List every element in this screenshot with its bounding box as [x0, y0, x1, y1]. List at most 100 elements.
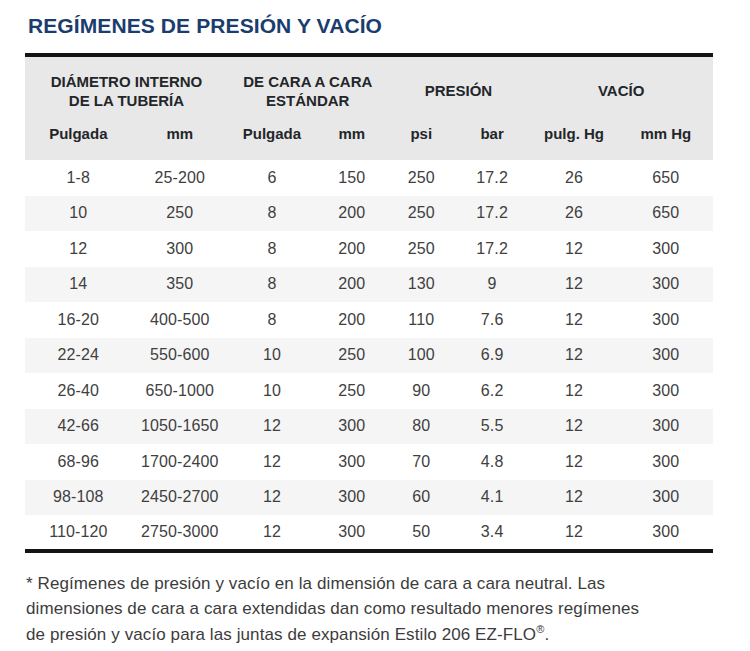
- table-cell: 12: [25, 231, 132, 267]
- table-cell: 8: [228, 231, 316, 267]
- table-cell: 12: [529, 409, 618, 445]
- table-cell: 70: [388, 444, 455, 480]
- column-header-psi: psi: [388, 116, 455, 160]
- table-cell: 400-500: [132, 302, 228, 338]
- group-header-vacio: VACÍO: [529, 55, 713, 116]
- table-row: 26-40650-100010250906.212300: [25, 373, 713, 409]
- table-cell: 12: [529, 338, 618, 374]
- table-cell: 200: [316, 196, 388, 232]
- table-cell: 250: [388, 231, 455, 267]
- column-header-row: Pulgada mm Pulgada mm psi bar pulg. Hg m…: [25, 116, 713, 160]
- table-cell: 300: [619, 444, 713, 480]
- table-row: 22-24550-600102501006.912300: [25, 338, 713, 374]
- table-cell: 100: [388, 338, 455, 374]
- table-cell: 2750-3000: [132, 515, 228, 551]
- table-cell: 650-1000: [132, 373, 228, 409]
- group-header-line: VACÍO: [529, 81, 713, 100]
- table-cell: 8: [228, 302, 316, 338]
- table-header: DIÁMETRO INTERNO DE LA TUBERÍA DE CARA A…: [25, 55, 713, 160]
- table-cell: 10: [228, 373, 316, 409]
- column-header-mm-tuberia: mm: [132, 116, 228, 160]
- footnote: * Regímenes de presión y vacío en la dim…: [26, 571, 713, 648]
- table-cell: 12: [228, 444, 316, 480]
- table-cell: 300: [132, 231, 228, 267]
- table-cell: 42-66: [25, 409, 132, 445]
- table-cell: 300: [619, 231, 713, 267]
- table-cell: 1050-1650: [132, 409, 228, 445]
- table-cell: 250: [316, 338, 388, 374]
- group-header-line: PRESIÓN: [388, 81, 530, 100]
- table-cell: 200: [316, 231, 388, 267]
- table-cell: 9: [455, 267, 529, 303]
- table-cell: 60: [388, 480, 455, 516]
- table-cell: 8: [228, 196, 316, 232]
- table-cell: 10: [228, 338, 316, 374]
- table-cell: 6.2: [455, 373, 529, 409]
- table-cell: 350: [132, 267, 228, 303]
- column-header-pulgada-cara: Pulgada: [228, 116, 316, 160]
- table-cell: 300: [619, 409, 713, 445]
- table-cell: 12: [228, 480, 316, 516]
- table-row: 98-1082450-270012300604.112300: [25, 480, 713, 516]
- table-cell: 550-600: [132, 338, 228, 374]
- table-row: 143508200130912300: [25, 267, 713, 303]
- table-cell: 300: [316, 515, 388, 551]
- table-cell: 16-20: [25, 302, 132, 338]
- table-body: 1-825-200615025017.22665010250820025017.…: [25, 160, 713, 551]
- table-cell: 8: [228, 267, 316, 303]
- table-cell: 200: [316, 267, 388, 303]
- table-cell: 90: [388, 373, 455, 409]
- footnote-line-3-end: .: [544, 625, 549, 644]
- group-header-line: ESTÁNDAR: [228, 91, 388, 110]
- table-cell: 150: [316, 160, 388, 196]
- page: REGÍMENES DE PRESIÓN Y VACÍO DIÁMETRO IN…: [0, 0, 750, 647]
- table-cell: 130: [388, 267, 455, 303]
- table-cell: 110: [388, 302, 455, 338]
- table-cell: 3.4: [455, 515, 529, 551]
- table-cell: 300: [619, 338, 713, 374]
- table-cell: 300: [619, 515, 713, 551]
- table-cell: 80: [388, 409, 455, 445]
- table-cell: 10: [25, 196, 132, 232]
- table-cell: 7.6: [455, 302, 529, 338]
- group-header-diametro-interno: DIÁMETRO INTERNO DE LA TUBERÍA: [25, 55, 228, 116]
- table-cell: 14: [25, 267, 132, 303]
- group-header-line: DIÁMETRO INTERNO: [25, 72, 228, 91]
- group-header-line: DE LA TUBERÍA: [25, 91, 228, 110]
- table-cell: 12: [228, 409, 316, 445]
- pressure-vacuum-table: DIÁMETRO INTERNO DE LA TUBERÍA DE CARA A…: [25, 53, 713, 553]
- table-row: 68-961700-240012300704.812300: [25, 444, 713, 480]
- table-cell: 17.2: [455, 196, 529, 232]
- table-cell: 68-96: [25, 444, 132, 480]
- table-cell: 200: [316, 302, 388, 338]
- table-row: 1-825-200615025017.226650: [25, 160, 713, 196]
- table-cell: 1700-2400: [132, 444, 228, 480]
- table-cell: 300: [619, 373, 713, 409]
- table-cell: 250: [388, 196, 455, 232]
- table-cell: 650: [619, 196, 713, 232]
- table-cell: 26-40: [25, 373, 132, 409]
- column-header-mm-cara: mm: [316, 116, 388, 160]
- table-cell: 300: [316, 444, 388, 480]
- footnote-line-2: dimensiones de cara a cara extendidas da…: [26, 596, 713, 622]
- table-row: 16-20400-50082001107.612300: [25, 302, 713, 338]
- table-cell: 12: [529, 515, 618, 551]
- table-cell: 2450-2700: [132, 480, 228, 516]
- column-header-bar: bar: [455, 116, 529, 160]
- footnote-line-3: de presión y vacío para las juntas de ex…: [26, 622, 713, 648]
- table-cell: 300: [619, 480, 713, 516]
- table-cell: 4.8: [455, 444, 529, 480]
- group-header-cara-a-cara: DE CARA A CARA ESTÁNDAR: [228, 55, 388, 116]
- column-header-mm-hg: mm Hg: [619, 116, 713, 160]
- table-cell: 12: [529, 267, 618, 303]
- table-cell: 250: [132, 196, 228, 232]
- footnote-line-3-text: de presión y vacío para las juntas de ex…: [26, 625, 536, 644]
- table-cell: 98-108: [25, 480, 132, 516]
- table-cell: 250: [388, 160, 455, 196]
- table-row: 110-1202750-300012300503.412300: [25, 515, 713, 551]
- table-cell: 300: [619, 302, 713, 338]
- column-header-pulgada-tuberia: Pulgada: [25, 116, 132, 160]
- table-cell: 12: [529, 231, 618, 267]
- group-header-presion: PRESIÓN: [388, 55, 530, 116]
- column-header-pulg-hg: pulg. Hg: [529, 116, 618, 160]
